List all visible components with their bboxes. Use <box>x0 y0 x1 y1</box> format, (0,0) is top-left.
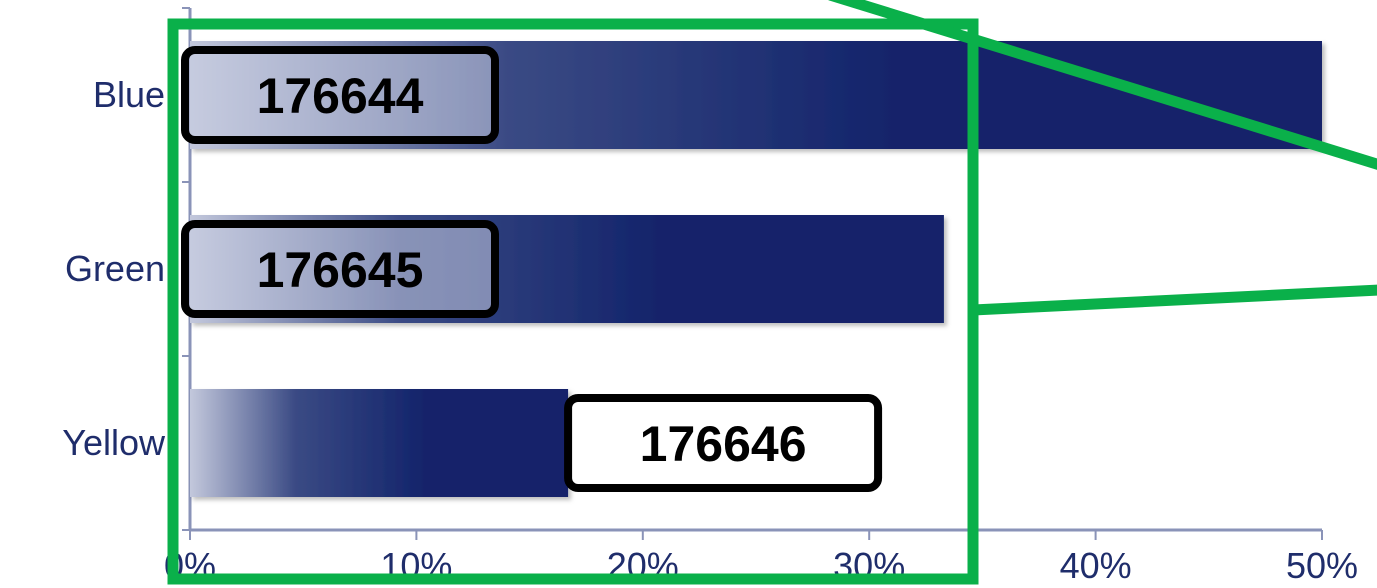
bar-yellow <box>190 389 569 497</box>
data-label-box <box>564 394 883 492</box>
data-label-box <box>181 46 499 144</box>
highlight-box <box>167 18 979 585</box>
category-label: Green <box>65 248 165 289</box>
data-label: 176646 <box>640 416 807 472</box>
highlight-connector-top <box>828 0 1377 170</box>
highlight-connector-bottom <box>972 284 1377 316</box>
category-label: Yellow <box>62 422 166 463</box>
data-label: 176644 <box>257 68 424 124</box>
x-tick-label: 40% <box>1060 545 1132 586</box>
data-label: 176645 <box>257 242 424 298</box>
x-tick-label: 50% <box>1286 545 1358 586</box>
data-label-box <box>181 220 499 318</box>
category-label: Blue <box>93 74 165 115</box>
